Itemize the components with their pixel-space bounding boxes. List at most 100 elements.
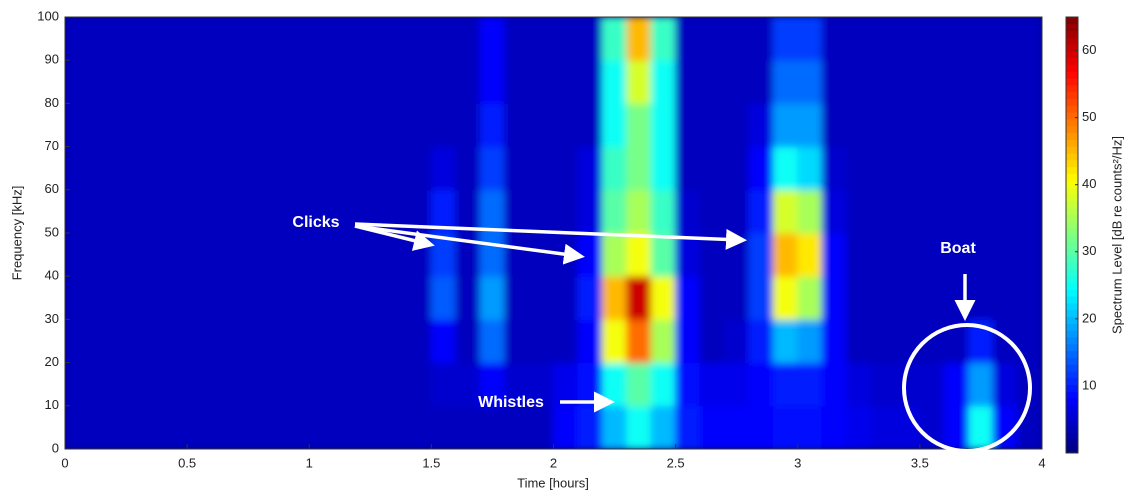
cell <box>675 59 701 104</box>
cell <box>821 59 848 104</box>
cell <box>553 275 579 320</box>
cell <box>577 362 603 407</box>
cell <box>382 146 408 191</box>
cell <box>553 189 579 234</box>
cell <box>797 102 823 148</box>
colorbar-step <box>1066 173 1078 181</box>
cell <box>943 59 970 104</box>
cell <box>137 318 164 364</box>
colorbar-step <box>1066 248 1078 256</box>
colorbar-step <box>1066 445 1078 454</box>
colorbar-step <box>1066 323 1078 331</box>
cell <box>675 318 701 364</box>
cell <box>748 232 774 277</box>
cell <box>723 59 750 104</box>
cell <box>357 405 384 449</box>
cell <box>113 232 139 277</box>
colorbar-step <box>1066 105 1078 113</box>
cell <box>553 17 579 61</box>
cell <box>308 362 335 407</box>
cell <box>65 17 90 61</box>
cell <box>235 59 261 104</box>
heatmap <box>65 17 1042 449</box>
cell <box>284 275 310 320</box>
cell <box>455 146 481 191</box>
cell <box>65 275 90 320</box>
cell <box>748 17 774 61</box>
colorbar-tick-label: 20 <box>1082 310 1096 325</box>
cell <box>284 146 310 191</box>
cell <box>235 17 261 61</box>
cell <box>479 318 506 364</box>
cell <box>553 102 579 148</box>
cell <box>308 102 335 148</box>
cell <box>113 17 139 61</box>
cell <box>772 146 799 191</box>
cell <box>797 275 823 320</box>
cell <box>382 232 408 277</box>
cell <box>797 405 823 449</box>
cell <box>406 318 432 364</box>
cell <box>650 405 677 449</box>
cell <box>748 275 774 320</box>
colorbar-step <box>1066 132 1078 140</box>
cell <box>333 362 359 407</box>
cell <box>308 232 335 277</box>
cell <box>894 59 921 104</box>
cell <box>333 405 359 449</box>
y-axis-label: Frequency [kHz] <box>9 186 24 281</box>
colorbar-step <box>1066 187 1078 195</box>
colorbar-step <box>1066 357 1078 365</box>
y-tick-label: 30 <box>45 311 59 326</box>
cell <box>601 318 628 364</box>
cell <box>88 146 115 191</box>
colorbar-step <box>1066 118 1078 127</box>
cell <box>748 189 774 234</box>
cell <box>650 189 677 234</box>
cell <box>894 318 921 364</box>
cell <box>479 232 506 277</box>
colorbar-step <box>1066 316 1078 324</box>
cell <box>577 146 603 191</box>
cell <box>235 232 261 277</box>
cell <box>968 102 994 148</box>
annotation: Whistles <box>478 394 544 411</box>
cell <box>162 59 188 104</box>
cell <box>528 59 554 104</box>
cell <box>992 232 1019 277</box>
colorbar-step <box>1066 398 1078 406</box>
cell <box>919 232 945 277</box>
cell <box>919 59 945 104</box>
cell <box>699 405 725 449</box>
cell <box>357 146 384 191</box>
cell <box>65 232 90 277</box>
cell <box>553 146 579 191</box>
cell <box>186 405 213 449</box>
cell <box>992 275 1019 320</box>
cell <box>626 17 652 61</box>
colorbar-step <box>1066 57 1078 65</box>
x-tick-label: 2 <box>550 455 557 470</box>
cell <box>113 189 139 234</box>
y-tick-label: 10 <box>45 397 59 412</box>
cell <box>797 17 823 61</box>
cell <box>430 59 457 104</box>
cell <box>577 189 603 234</box>
cell <box>870 318 896 364</box>
cell <box>772 102 799 148</box>
cell <box>772 59 799 104</box>
cell <box>772 17 799 61</box>
cell <box>528 17 554 61</box>
cell <box>797 189 823 234</box>
cell <box>1017 17 1042 61</box>
cell <box>504 275 530 320</box>
cell <box>723 362 750 407</box>
colorbar-step <box>1066 84 1078 93</box>
cell <box>382 102 408 148</box>
cell <box>748 362 774 407</box>
cell <box>626 275 652 320</box>
cell <box>88 318 115 364</box>
cell <box>821 318 848 364</box>
colorbar-step <box>1066 214 1078 222</box>
